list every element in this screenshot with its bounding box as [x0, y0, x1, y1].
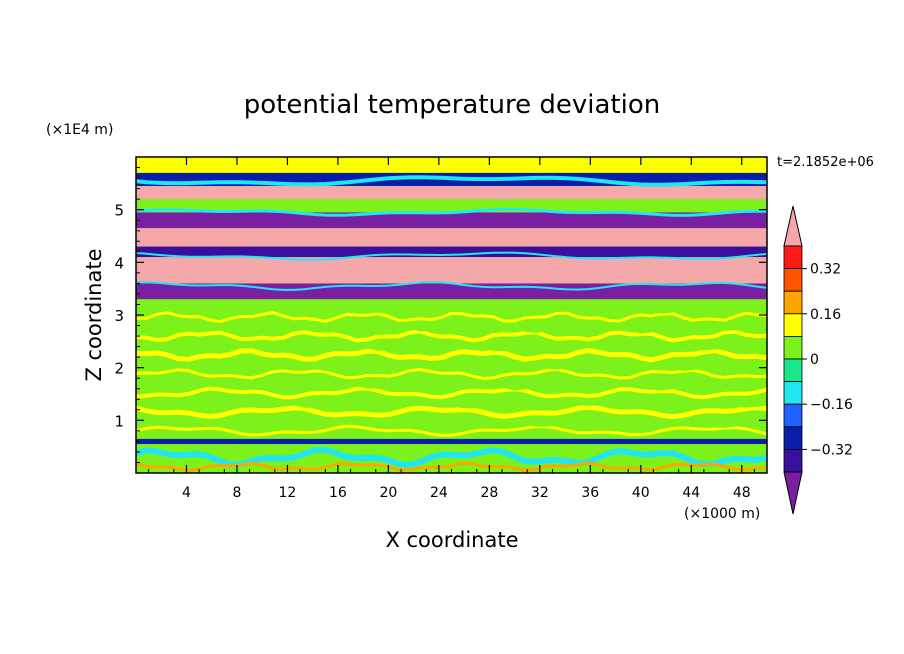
x-axis-label: X coordinate [385, 528, 518, 552]
colorbar-label-2: 0 [810, 352, 819, 368]
field-band-5 [136, 246, 767, 258]
texture-lower-10 [136, 329, 767, 343]
field-band-4 [136, 257, 767, 284]
texture-lower-13 [136, 300, 767, 315]
x-tick-label-20: 20 [379, 485, 397, 501]
texture-lower-11 [136, 319, 767, 334]
colorbar-cell-6 [783, 381, 803, 405]
field-band-6 [136, 228, 767, 247]
texture-lower-2 [136, 404, 767, 420]
contour-field [136, 157, 767, 473]
texture-lower-1 [136, 414, 767, 429]
x-tick-label-40: 40 [632, 485, 650, 501]
colorbar-extend-bottom [783, 471, 803, 515]
colorbar-cell-9 [783, 448, 803, 473]
colorbar-cell-7 [783, 403, 803, 428]
x-tick-label-24: 24 [430, 485, 448, 501]
colorbar-label-1: 0.16 [810, 307, 841, 323]
time-label: t=2.1852e+06 [777, 155, 874, 170]
texture-edge-2 [136, 251, 767, 261]
colorbar: 0.32 0.16 0 −0.16 −0.32 [783, 205, 853, 515]
y-axis-label: Z coordinate [82, 248, 106, 381]
colorbar-label-0: 0.32 [810, 262, 841, 278]
y-tick-label-2: 2 [114, 360, 124, 378]
texture-lower-5 [136, 376, 767, 391]
texture-lower-12 [136, 311, 767, 324]
field-band-11 [136, 157, 767, 173]
texture-surface-2 [136, 461, 767, 473]
chart-title: potential temperature deviation [244, 90, 660, 120]
texture-edge-4 [136, 175, 767, 187]
x-tick-label-8: 8 [232, 485, 241, 501]
colorbar-cell-4 [783, 335, 803, 360]
y-tick-label-4: 4 [114, 254, 124, 272]
y-unit-label: (×1E4 m) [46, 122, 113, 138]
x-tick-label-44: 44 [682, 485, 700, 501]
field-band-7 [136, 212, 767, 229]
x-tick-label-4: 4 [182, 485, 191, 501]
field-band-1 [136, 438, 767, 445]
colorbar-label-3: −0.16 [810, 397, 853, 413]
x-tick-label-28: 28 [480, 485, 498, 501]
y-tick-label-5: 5 [114, 202, 124, 220]
field-band-8 [136, 199, 767, 213]
colorbar-cell-0 [783, 245, 803, 270]
texture-lower-7 [136, 358, 767, 372]
colorbar-cell-5 [783, 358, 803, 383]
colorbar-extend-top [783, 205, 803, 247]
x-tick-label-48: 48 [733, 485, 751, 501]
texture-lower-9 [136, 339, 767, 352]
field-band-9 [136, 185, 767, 200]
x-tick-label-16: 16 [329, 485, 347, 501]
texture-lower-8 [136, 347, 767, 363]
texture-edge-3 [136, 207, 767, 217]
x-unit-label: (×1000 m) [684, 506, 760, 522]
texture-lower-0 [136, 424, 767, 437]
field-band-0 [136, 444, 767, 473]
texture-lower-6 [136, 367, 767, 381]
x-tick-label-32: 32 [531, 485, 549, 501]
colorbar-cell-1 [783, 268, 803, 292]
x-tick-label-36: 36 [581, 485, 599, 501]
texture-lower-3 [136, 396, 767, 409]
texture-edge-1 [136, 281, 767, 291]
texture-lower-4 [136, 386, 767, 400]
y-tick-label-1: 1 [114, 412, 124, 430]
colorbar-cell-2 [783, 290, 803, 315]
colorbar-cell-3 [783, 313, 803, 337]
x-tick-label-12: 12 [279, 485, 297, 501]
colorbar-cell-8 [783, 426, 803, 450]
y-tick-label-3: 3 [114, 307, 124, 325]
colorbar-label-4: −0.32 [810, 442, 853, 458]
